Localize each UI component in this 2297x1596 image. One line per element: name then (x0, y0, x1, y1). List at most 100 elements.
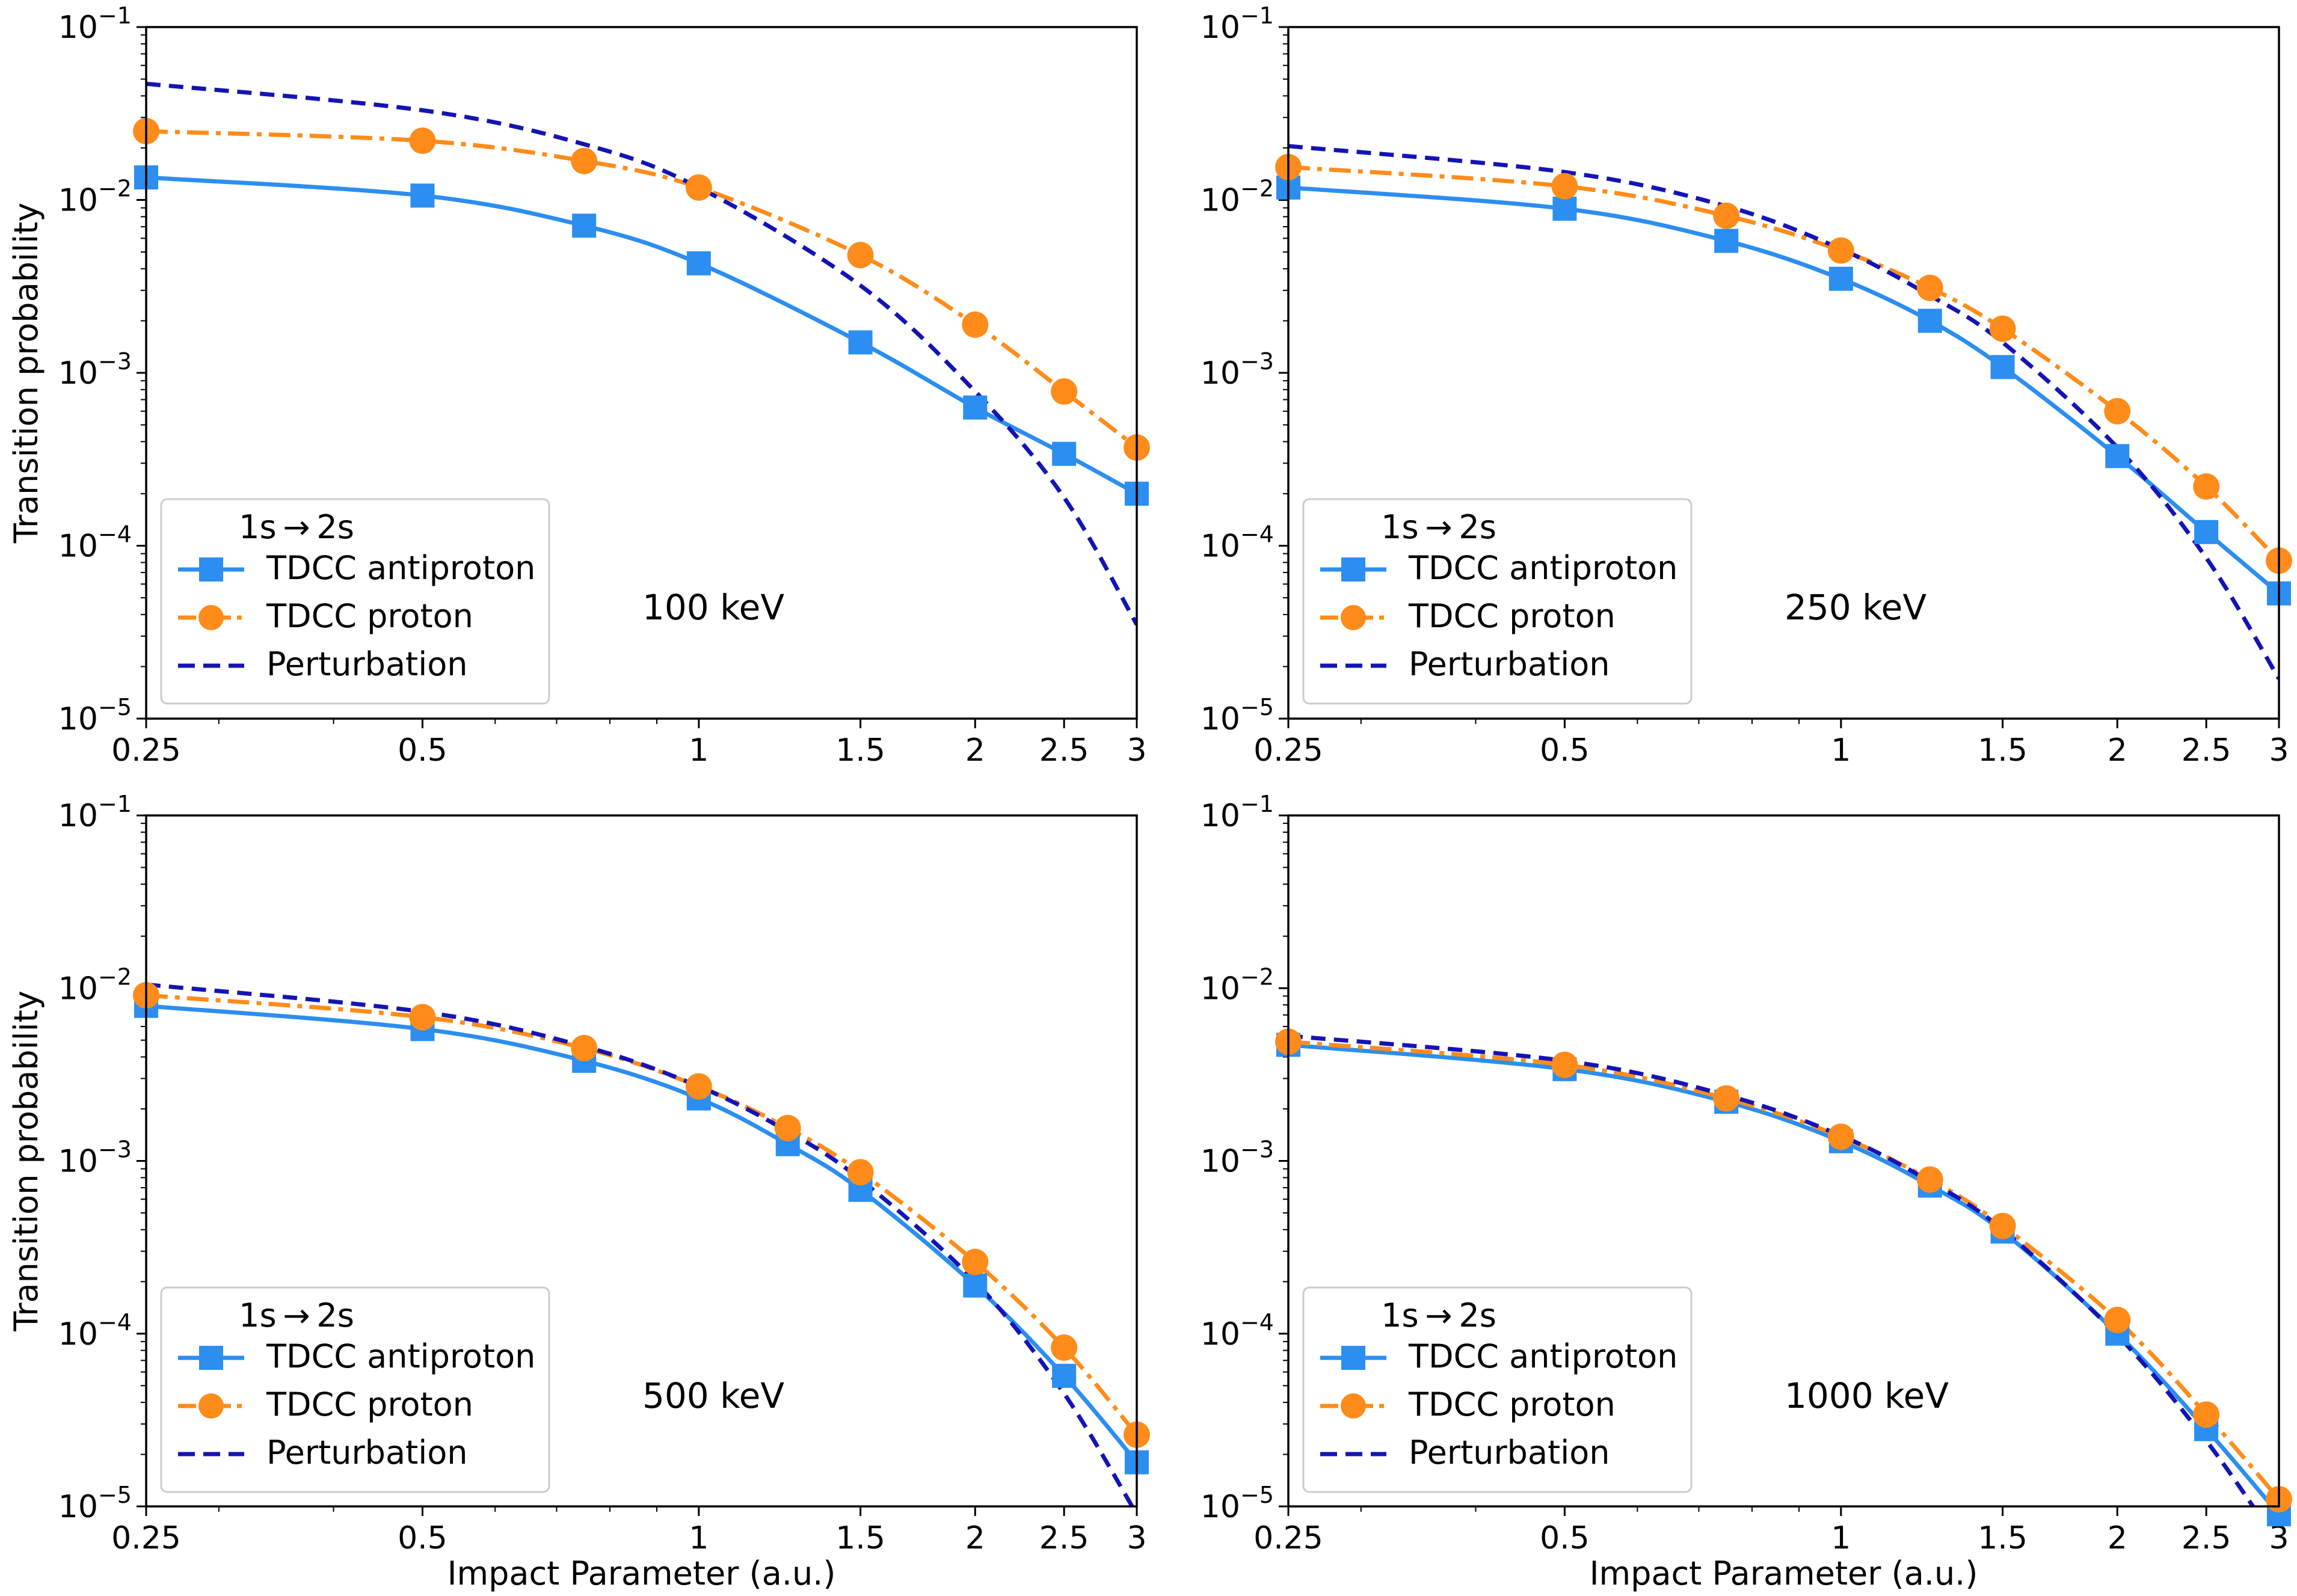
data-point-square (410, 183, 435, 208)
y-tick-label: 10−1 (58, 2, 132, 46)
x-tick-label: 2.5 (1039, 1520, 1089, 1556)
legend-box (160, 498, 550, 705)
axes-frame (1287, 814, 2280, 1508)
legend-label: TDCC antiproton (1408, 549, 1677, 587)
energy-label: 500 keV (642, 1375, 784, 1416)
data-point-square (963, 395, 988, 420)
data-point-circle (571, 1034, 598, 1061)
series-line-tdcc-proton (146, 129, 1137, 449)
legend-label: TDCC antiproton (1408, 1337, 1677, 1375)
data-point-square (1990, 355, 2015, 379)
data-point-square (572, 213, 597, 238)
data-point-circle (1551, 1051, 1578, 1078)
legend-marker-circle (198, 605, 224, 630)
data-point-circle (1827, 1123, 1854, 1150)
x-tick-label: 1 (1831, 732, 1851, 769)
y-tick-label: 10−3 (58, 348, 132, 391)
legend-marker-circle (1341, 605, 1366, 630)
x-tick-label: 0.25 (1253, 732, 1323, 769)
data-point-square (1714, 229, 1739, 253)
y-tick-label: 10−4 (1201, 521, 1274, 565)
data-point-square (1917, 308, 1942, 333)
x-axis-label: Impact Parameter (a.u.) (1590, 1555, 1978, 1592)
energy-label: 250 keV (1785, 587, 1926, 628)
axes-frame (145, 26, 1138, 720)
y-tick-label: 10−1 (1201, 791, 1274, 834)
legend-title: 1s → 2s (1381, 508, 1496, 546)
y-tick-label: 10−2 (58, 176, 132, 219)
data-point-circle (685, 1073, 712, 1100)
data-point-circle (1051, 378, 1078, 405)
y-tick-label: 10−5 (1201, 694, 1274, 737)
chart-panel-1: 10−5 10−4 10−3 10−2 10−1 0.25 0.5 1 1.5 2 2.5 3 1s →… (7, 2, 1150, 769)
y-tick-label: 10−3 (1201, 348, 1274, 391)
x-tick-label: 2.5 (2182, 1520, 2231, 1556)
data-point-circle (1551, 173, 1578, 200)
data-point-circle (2193, 473, 2220, 500)
chart-panel-3: 10−5 10−4 10−3 10−2 10−1 0.25 0.5 1 1.5 2 2.5 3 1s →… (7, 791, 1150, 1592)
data-point-circle (409, 1004, 436, 1031)
y-tick-label: 10−2 (58, 963, 132, 1007)
x-tick-label: 1.5 (1978, 732, 2028, 769)
data-point-circle (1989, 315, 2016, 342)
chart-panel-4: 10−510−410−310−210−10.25 0.5 1 1.5 2 2.5 31s →… (1201, 791, 2292, 1592)
y-tick-label: 10−5 (58, 694, 132, 737)
data-point-circle (2104, 397, 2131, 425)
x-tick-label: 2 (965, 1520, 985, 1556)
legend-label: Perturbation (266, 1434, 467, 1472)
data-point-circle (847, 1159, 874, 1186)
data-point-square (1552, 197, 1577, 221)
series-line-perturbation (1288, 144, 2279, 680)
x-tick-label: 1 (689, 1520, 709, 1556)
x-tick-label: 0.5 (1540, 732, 1590, 769)
y-axis-label: Transition probability (7, 990, 45, 1331)
legend-label: TDCC antiproton (266, 1337, 535, 1375)
x-tick-label: 0.5 (398, 732, 447, 769)
plot-area (146, 81, 1137, 626)
y-tick-label: 10−1 (1201, 2, 1274, 46)
data-point-circle (774, 1114, 801, 1141)
data-point-circle (2104, 1307, 2131, 1334)
legend-label: TDCC antiproton (266, 549, 535, 587)
y-tick-label: 10−1 (58, 791, 132, 834)
x-tick-label: 3 (2269, 732, 2289, 769)
data-point-circle (1916, 1166, 1943, 1193)
data-point-square (1052, 1363, 1077, 1388)
x-tick-label: 2.5 (1039, 732, 1089, 769)
legend-box (1302, 1286, 1693, 1493)
data-point-square (848, 330, 873, 355)
data-point-circle (571, 147, 598, 174)
x-tick-label: 1 (1831, 1520, 1851, 1556)
x-tick-label: 0.25 (111, 732, 181, 769)
legend-marker-circle (1341, 1393, 1366, 1419)
y-tick-label: 10−4 (1201, 1309, 1274, 1352)
x-axis-label: Impact Parameter (a.u.) (447, 1555, 836, 1592)
x-tick-label: 2.5 (2182, 732, 2231, 769)
chart-panel-2: 10−5 10−4 10−3 10−2 10−1 0.25 0.5 1 1.5 2 2.5 3 1s →… (1201, 2, 2292, 769)
y-tick-label: 10−4 (58, 521, 132, 565)
legend-label: TDCC proton (1408, 597, 1616, 635)
series-line-tdcc-antiproton (146, 175, 1137, 496)
data-point-square (1828, 266, 1853, 291)
series-line-perturbation (146, 81, 1137, 626)
data-point-square (686, 251, 711, 275)
legend-label: Perturbation (266, 645, 467, 683)
data-point-square (2105, 444, 2130, 468)
data-point-circle (1713, 202, 1740, 229)
data-point-circle (1916, 274, 1943, 301)
data-point-circle (409, 127, 436, 155)
legend-marker-square (1341, 1346, 1365, 1370)
data-point-circle (1827, 237, 1854, 264)
data-point-circle (1713, 1085, 1740, 1112)
y-tick-label: 10−3 (58, 1137, 132, 1180)
x-tick-label: 3 (1127, 732, 1146, 769)
data-point-circle (1051, 1334, 1078, 1361)
x-tick-label: 1.5 (835, 1520, 885, 1556)
x-tick-label: 3 (1127, 1520, 1146, 1556)
x-tick-label: 2 (2108, 732, 2127, 769)
axes-frame (1287, 26, 2280, 720)
y-axis-label: Transition probability (7, 203, 45, 544)
x-tick-label: 1 (689, 732, 709, 769)
